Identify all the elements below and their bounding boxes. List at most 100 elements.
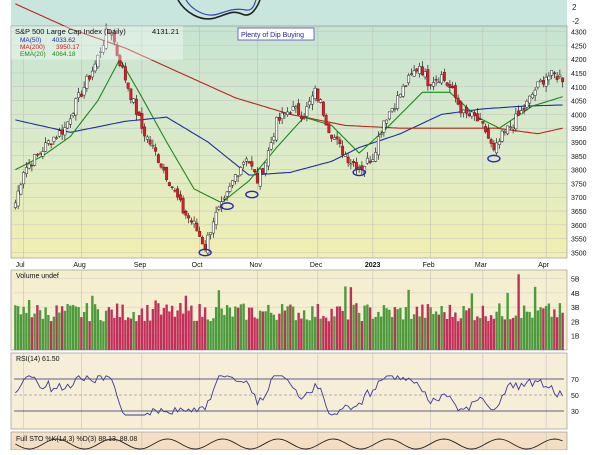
candle-body xyxy=(222,197,226,200)
volume-bar xyxy=(264,311,267,350)
candle-body xyxy=(486,128,490,139)
volume-bar xyxy=(113,317,116,350)
month-label: Dec xyxy=(310,262,323,269)
rsi-label: RSI(14) 61.50 xyxy=(16,356,60,363)
last-close-value: 4131.21 xyxy=(152,27,179,36)
candle-body xyxy=(250,161,254,167)
volume-bar xyxy=(465,310,468,350)
month-label: Aug xyxy=(73,262,86,269)
volume-bar xyxy=(300,318,303,350)
volume-bar xyxy=(201,316,204,350)
candle-body xyxy=(470,111,474,117)
candle-body xyxy=(132,98,136,103)
candle-body xyxy=(242,161,246,165)
legend-ema20-label: EMA(20) xyxy=(20,51,46,58)
candle-body xyxy=(508,126,512,128)
volume-bar xyxy=(500,316,504,350)
candle-body xyxy=(88,75,92,80)
candle-body xyxy=(327,123,331,134)
candle-body xyxy=(176,188,180,198)
candle-body xyxy=(332,137,336,140)
candle-body xyxy=(214,211,218,225)
chart-title: S&P 500 Large Cap Index (Daily) xyxy=(15,27,126,36)
candle-body xyxy=(462,109,466,114)
candle-body xyxy=(376,136,380,156)
volume-bar xyxy=(415,306,419,350)
volume-bar xyxy=(289,304,292,350)
volume-bar xyxy=(231,316,234,350)
volume-bar xyxy=(143,321,146,350)
candle-body xyxy=(308,100,312,106)
volume-bar xyxy=(399,307,402,350)
candle-body xyxy=(211,221,215,234)
volume-bar xyxy=(66,304,69,350)
candle-body xyxy=(112,32,116,43)
volume-bar xyxy=(443,312,446,350)
candle-body xyxy=(264,162,268,174)
candle-body xyxy=(99,51,103,53)
volume-bar xyxy=(275,319,278,350)
volume-bar xyxy=(517,274,520,350)
candle-body xyxy=(283,113,287,116)
candle-body xyxy=(319,99,323,103)
volume-bar xyxy=(198,304,201,350)
volume-bar xyxy=(553,309,556,350)
candle-body xyxy=(228,185,232,192)
volume-bar xyxy=(506,292,509,350)
candle-body xyxy=(409,73,413,75)
volume-bar xyxy=(74,306,78,350)
candle-body xyxy=(66,121,70,129)
volume-tick-label: 3B xyxy=(571,305,580,312)
volume-bar xyxy=(357,312,361,350)
candle-body xyxy=(514,113,518,130)
volume-bar xyxy=(165,304,168,350)
volume-bar xyxy=(423,317,427,350)
volume-bar xyxy=(525,311,529,350)
candle-body xyxy=(437,81,441,84)
volume-bar xyxy=(561,312,564,350)
volume-bar xyxy=(390,317,394,350)
volume-bar xyxy=(52,316,56,350)
price-tick-label: 4000 xyxy=(571,112,587,119)
volume-bar xyxy=(60,306,64,350)
month-label: Feb xyxy=(423,262,435,269)
candle-body xyxy=(178,194,182,201)
candle-body xyxy=(206,234,210,254)
volume-tick-label: 5B xyxy=(571,277,580,284)
candle-body xyxy=(107,30,111,34)
candle-body xyxy=(440,74,444,84)
volume-bar xyxy=(242,303,245,350)
candle-body xyxy=(41,151,45,157)
candle-body xyxy=(275,116,279,141)
candle-body xyxy=(420,66,424,76)
volume-bar xyxy=(401,319,405,350)
price-tick-label: 3900 xyxy=(571,140,587,147)
volume-bar xyxy=(126,317,130,350)
candle-body xyxy=(448,84,452,88)
candle-body xyxy=(338,139,342,144)
volume-bar xyxy=(157,303,160,350)
month-label: Jul xyxy=(16,262,25,269)
candle-body xyxy=(343,154,347,157)
candle-body xyxy=(19,184,23,195)
candle-body xyxy=(495,142,499,154)
candle-body xyxy=(209,232,213,235)
candle-body xyxy=(305,106,309,117)
volume-bar xyxy=(344,286,347,350)
volume-bar xyxy=(467,308,471,350)
candle-body xyxy=(181,198,185,214)
candle-body xyxy=(456,97,460,105)
candle-body xyxy=(511,127,515,130)
volume-bar xyxy=(520,317,523,350)
candle-body xyxy=(349,163,353,166)
candle-body xyxy=(253,169,257,173)
candle-body xyxy=(473,112,477,116)
price-tick-label: 3700 xyxy=(571,195,587,202)
legend-ma200-label: MA(200) xyxy=(20,44,45,51)
volume-bar xyxy=(327,321,331,350)
price-tick-label: 3850 xyxy=(571,154,587,161)
dip-marker xyxy=(245,190,259,199)
candle-body xyxy=(464,106,468,114)
candle-body xyxy=(115,44,119,56)
candle-body xyxy=(478,118,482,120)
